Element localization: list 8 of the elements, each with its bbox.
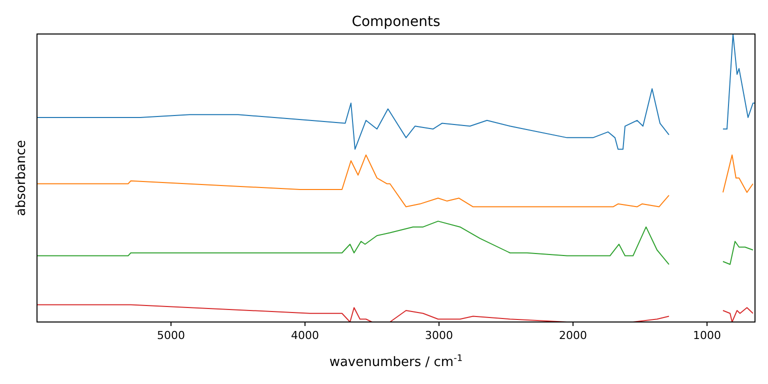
chart-title: Components xyxy=(352,14,440,30)
y-axis-title: absorbance xyxy=(14,140,29,216)
x-axis-title: wavenumbers / cm$^{-1}$ xyxy=(329,354,463,370)
x-tick-label: 5000 xyxy=(157,329,186,342)
x-tick-label: 1000 xyxy=(693,329,722,342)
x-tick-label: 2000 xyxy=(559,329,588,342)
x-tick-label: 4000 xyxy=(291,329,320,342)
x-tick-label: 3000 xyxy=(425,329,454,342)
